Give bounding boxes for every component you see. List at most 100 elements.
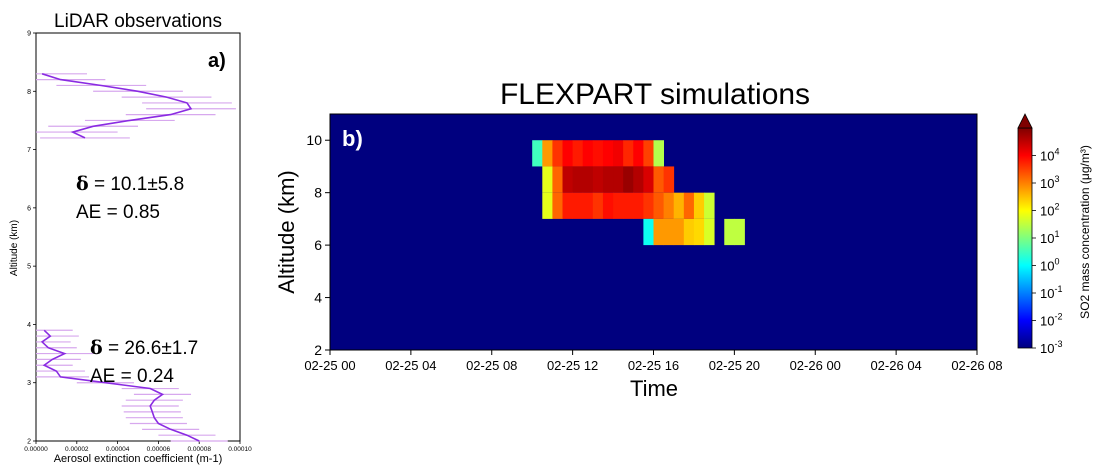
colorbar-tick-label: 101	[1040, 229, 1059, 246]
heatmap-cell	[724, 218, 735, 246]
colorbar-ticks: 104 103 102 101 100 10-1 10-2 10-3	[1032, 147, 1062, 356]
heatmap-cell	[542, 166, 553, 193]
heatmap-cell	[623, 166, 634, 193]
colorbar-tick-label: 102	[1040, 202, 1059, 219]
heatmap-cell	[562, 192, 574, 219]
colorbar-tick-label: 10-2	[1040, 312, 1062, 329]
panel-b-heatmap	[532, 140, 745, 246]
annotation-lower: δ = 26.6±1.7 AE = 0.24	[90, 337, 198, 387]
heatmap-cell	[582, 140, 594, 167]
panel-a-y-tick-label: 5	[27, 264, 31, 271]
heatmap-cell	[683, 218, 695, 246]
colorbar-tick-label: 103	[1040, 174, 1059, 191]
panel-a-y-tick-label: 6	[27, 205, 31, 212]
heatmap-cell	[582, 192, 594, 219]
panel-a-x-tick-label: 0.00004	[106, 446, 130, 453]
panel-b-x-tick-label: 02-26 00	[790, 358, 841, 373]
colorbar-tick-label: 104	[1040, 147, 1059, 164]
heatmap-cell	[623, 192, 634, 219]
heatmap-cell	[643, 192, 654, 219]
colorbar-label: SO2 mass concentration (μg/m³)	[1078, 145, 1092, 319]
heatmap-cell	[592, 140, 604, 167]
panel-a-axes-frame	[35, 32, 241, 442]
heatmap-cell	[663, 218, 675, 246]
heatmap-cell	[542, 140, 553, 167]
heatmap-cell	[663, 166, 675, 193]
annotation-upper-ae: AE = 0.85	[76, 202, 160, 223]
panel-a-y-tick-label: 9	[27, 31, 31, 38]
panel-a-x-tick-label: 0.00002	[65, 446, 89, 453]
panel-b-x-tick-label: 02-25 04	[385, 358, 436, 373]
heatmap-cell	[602, 166, 614, 193]
heatmap-cell	[613, 192, 624, 219]
panel-a-y-axis-label: Altitude (km)	[9, 220, 20, 276]
panel-b-x-tick-label: 02-26 08	[951, 358, 1002, 373]
panel-b-x-tick-label: 02-25 12	[547, 358, 598, 373]
panel-a-x-tick-label: 0.00006	[147, 446, 171, 453]
heatmap-cell	[552, 166, 563, 193]
panel-b-label: b)	[342, 126, 363, 151]
heatmap-cell	[572, 140, 584, 167]
colorbar-extend-arrow	[1017, 113, 1033, 129]
heatmap-cell	[532, 140, 543, 167]
heatmap-cell	[602, 192, 614, 219]
heatmap-cell	[613, 140, 624, 167]
heatmap-cell	[653, 218, 665, 246]
heatmap-cell	[653, 192, 665, 219]
panel-a-y-tick-label: 8	[27, 89, 31, 96]
heatmap-cell	[693, 218, 705, 246]
panel-a-label: a)	[208, 50, 226, 72]
panel-b: FLEXPART simulations b) 2 4 6 8 10 02-25 00 02…	[274, 78, 1003, 401]
heatmap-cell	[663, 192, 675, 219]
heatmap-cell	[562, 140, 574, 167]
heatmap-cell	[542, 192, 553, 219]
heatmap-cell	[734, 218, 745, 246]
panel-a-ticks: 2 3 4 5 6 7 8 9 0.00000 0.00002 0.00004 0.00006 0.00…	[24, 31, 252, 454]
colorbar-tick-label: 100	[1040, 257, 1059, 274]
heatmap-cell	[623, 140, 634, 167]
annotation-upper-delta: δ = 10.1±5.8	[76, 173, 184, 195]
panel-a-x-tick-label: 0.00010	[228, 446, 252, 453]
profile-line-lower	[40, 329, 200, 442]
heatmap-cell	[693, 192, 705, 219]
panel-b-x-tick-label: 02-25 16	[628, 358, 679, 373]
heatmap-cell	[552, 192, 563, 219]
panel-a-x-tick-label: 0.00000	[24, 446, 48, 453]
heatmap-cell	[633, 166, 644, 193]
panel-a-y-tick-label: 7	[27, 147, 31, 154]
annotation-lower-ae: AE = 0.24	[90, 366, 174, 387]
panel-b-title: FLEXPART simulations	[500, 78, 810, 111]
heatmap-cell	[643, 140, 654, 167]
heatmap-cell	[552, 140, 563, 167]
colorbar-tick-label: 10-1	[1040, 284, 1062, 301]
panel-b-x-tick-label: 02-25 00	[304, 358, 355, 373]
panel-b-x-axis-label: Time	[630, 376, 678, 401]
panel-b-y-tick-label: 4	[314, 290, 322, 306]
colorbar: 104 103 102 101 100 10-1 10-2 10-3 SO2 mass con…	[1017, 113, 1092, 356]
colorbar-gradient	[1017, 127, 1033, 349]
heatmap-cell	[633, 140, 644, 167]
panel-b-y-tick-label: 8	[314, 185, 322, 201]
panel-b-y-tick-label: 10	[306, 132, 322, 148]
annotation-lower-delta: δ = 26.6±1.7	[90, 337, 198, 359]
heatmap-cell	[562, 166, 574, 193]
heatmap-cell	[673, 218, 685, 246]
annotation-upper: δ = 10.1±5.8 AE = 0.85	[76, 173, 184, 223]
panel-a: LiDAR observations a) Altitude (km) Aero…	[9, 11, 252, 465]
panel-b-y-tick-label: 2	[314, 342, 322, 358]
panel-b-ticks: 2 4 6 8 10 02-25 00 02-25 04 02-25 08 02-25 12 02…	[304, 132, 1002, 373]
heatmap-cell	[592, 166, 604, 193]
panel-a-x-tick-label: 0.00008	[187, 446, 211, 453]
heatmap-cell	[592, 192, 604, 219]
panel-b-y-axis-label: Altitude (km)	[274, 170, 299, 293]
panel-b-x-tick-label: 02-26 04	[870, 358, 921, 373]
heatmap-cell	[572, 192, 584, 219]
panel-a-plot-area	[36, 73, 236, 442]
panel-a-y-tick-label: 4	[27, 322, 31, 329]
panel-a-y-tick-label: 3	[27, 380, 31, 387]
panel-a-title: LiDAR observations	[54, 11, 222, 32]
panel-b-x-tick-label: 02-25 08	[466, 358, 517, 373]
panel-a-y-tick-label: 2	[27, 439, 31, 446]
panel-a-x-axis-label: Aerosol extinction coefficient (m-1)	[54, 453, 223, 465]
